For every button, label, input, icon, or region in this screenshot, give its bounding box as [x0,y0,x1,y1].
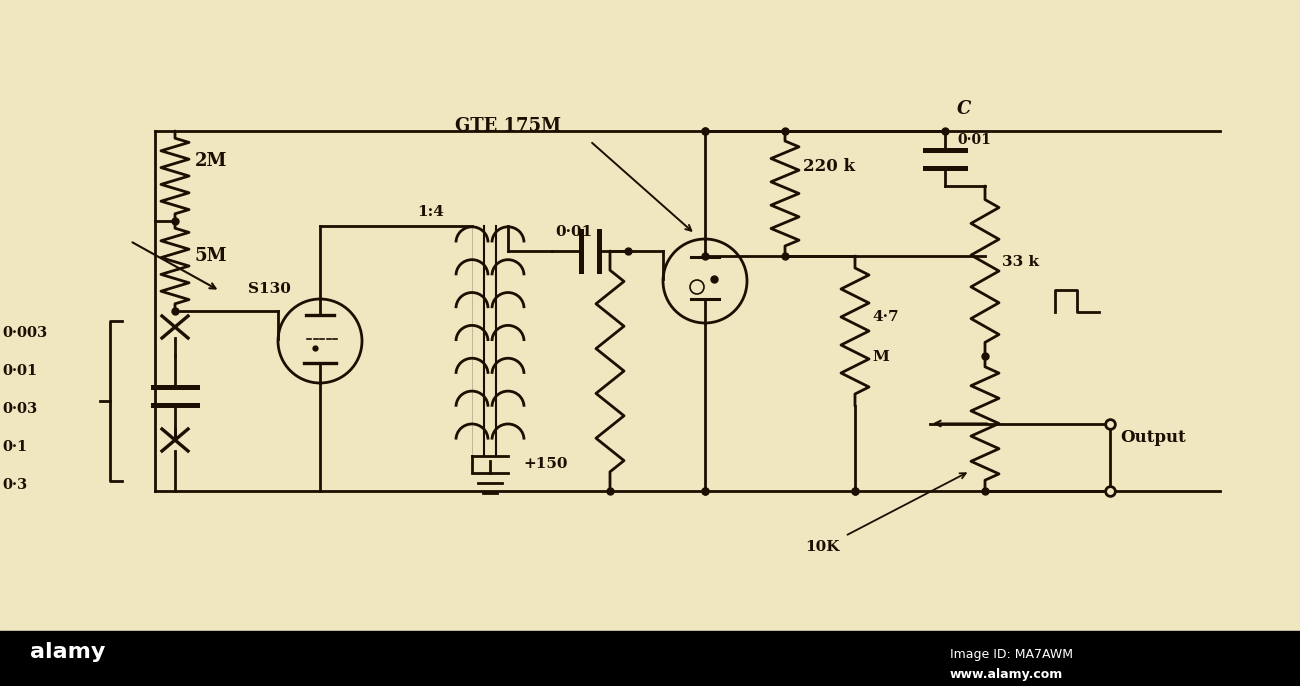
Text: 0·1: 0·1 [3,440,27,454]
Text: 0·01: 0·01 [957,133,991,147]
Text: S130: S130 [248,282,291,296]
Text: C: C [957,100,971,118]
Text: alamy: alamy [30,642,105,662]
Text: www.alamy.com: www.alamy.com [950,668,1063,681]
Text: 0·01: 0·01 [555,225,593,239]
Text: M: M [872,350,889,364]
Text: 4·7: 4·7 [872,310,898,324]
Text: +150: +150 [523,457,568,471]
Text: Image ID: MA7AWM: Image ID: MA7AWM [950,648,1072,661]
Text: 220 k: 220 k [803,158,855,175]
Text: 2M: 2M [195,152,228,170]
Text: 1:4: 1:4 [417,205,443,219]
Text: 0·3: 0·3 [3,478,27,492]
Text: 0·003: 0·003 [3,326,47,340]
Text: 0·01: 0·01 [3,364,38,378]
Text: 0·03: 0·03 [3,402,38,416]
Text: 33 k: 33 k [1002,255,1039,269]
Text: 10K: 10K [805,540,840,554]
Text: Output: Output [1121,429,1186,445]
Text: GTE 175M: GTE 175M [455,117,562,135]
Text: 5M: 5M [195,247,228,265]
